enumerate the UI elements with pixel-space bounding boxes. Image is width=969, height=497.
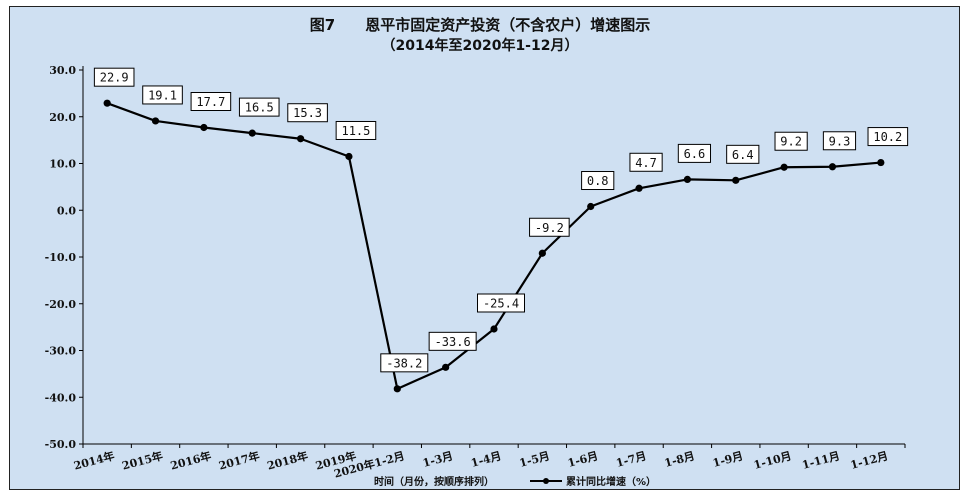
data-label-box — [142, 85, 183, 105]
data-label-box — [629, 152, 663, 172]
data-point — [200, 123, 208, 132]
data-label-box — [477, 293, 525, 313]
y-tick-label: -10.0 — [45, 251, 77, 264]
data-point — [828, 163, 837, 171]
data-point — [103, 99, 111, 107]
data-label: 17.7 — [196, 95, 225, 109]
chart-svg: 图7 恩平市固定资产投资（不含农户）增速图示 （2014年至2020年1-12月… — [45, 16, 909, 488]
data-label-box — [726, 144, 760, 164]
data-point — [296, 135, 305, 143]
data-label-box — [287, 103, 328, 123]
plot-area: 30.0 20.0 10.0 0.0 -10.0 -20.0 -30.0 -40.0 -50.0… — [45, 64, 909, 481]
data-point — [345, 152, 353, 161]
data-label: -38.2 — [386, 356, 422, 370]
y-tick-label: 30.0 — [49, 64, 76, 77]
data-label-box — [428, 331, 477, 351]
x-tick-label: 1-12月 — [849, 449, 890, 472]
chart-frame: 图7 恩平市固定资产投资（不含农户）增速图示 （2014年至2020年1-12月… — [9, 6, 960, 490]
data-label-box — [867, 127, 909, 147]
x-tick-label: 2014年 — [72, 448, 116, 472]
legend: 累计同比增速（%） — [530, 475, 656, 488]
data-point — [683, 175, 692, 183]
data-label: 10.2 — [873, 130, 902, 144]
data-label-box — [677, 143, 712, 163]
data-point — [732, 176, 740, 184]
data-label: 19.1 — [148, 88, 177, 102]
x-tick-label: 1-9月 — [711, 449, 744, 470]
series-line — [106, 102, 881, 390]
x-tick-label: 2015年 — [120, 448, 164, 472]
data-label: 9.2 — [780, 135, 802, 149]
data-label-box — [774, 131, 808, 151]
data-label-box — [238, 97, 280, 117]
data-label: 15.3 — [293, 106, 322, 120]
chart-title: 图7 恩平市固定资产投资（不含农户）增速图示 — [310, 16, 650, 34]
data-label: -9.2 — [535, 221, 564, 235]
data-label-box — [380, 353, 429, 373]
data-point — [490, 325, 498, 333]
data-label: -25.4 — [483, 296, 519, 310]
data-label-box — [93, 67, 135, 87]
data-label: 6.6 — [684, 147, 706, 161]
y-tick-label: -30.0 — [45, 345, 77, 358]
x-tick-label: 1-5月 — [518, 449, 551, 470]
data-label: 11.5 — [341, 124, 370, 138]
data-label-box — [581, 171, 615, 191]
y-tick-label: 0.0 — [57, 204, 76, 217]
data-label-box — [335, 120, 377, 140]
x-tick-label: 1-8月 — [663, 449, 696, 470]
data-label: 22.9 — [100, 71, 129, 85]
data-label-box — [190, 92, 232, 112]
x-tick-label: 1-11月 — [801, 449, 842, 472]
x-tick-label: 2018年 — [266, 448, 310, 472]
y-tick-label: 20.0 — [49, 111, 76, 124]
data-point — [538, 249, 546, 257]
data-label: 9.3 — [829, 134, 851, 148]
data-label: 6.4 — [732, 148, 754, 162]
data-label-box — [529, 217, 570, 237]
x-tick-label: 1-6月 — [566, 449, 599, 470]
data-label: 4.7 — [635, 156, 657, 170]
data-point — [780, 163, 788, 171]
y-tick-label: -40.0 — [45, 391, 77, 404]
data-point — [635, 184, 643, 192]
data-point — [877, 158, 885, 167]
x-tick-label: 1-3月 — [421, 449, 454, 470]
data-point — [442, 363, 450, 371]
chart-subtitle: （2014年至2020年1-12月） — [382, 37, 579, 54]
data-point — [393, 385, 401, 393]
y-tick-label: -50.0 — [45, 438, 77, 451]
x-tick-label: 1-10月 — [752, 449, 793, 472]
y-tick-label: -20.0 — [45, 298, 77, 311]
data-point — [248, 129, 256, 137]
data-label: 16.5 — [245, 101, 274, 115]
x-tick-label: 1-4月 — [470, 449, 503, 470]
data-label: 0.8 — [587, 174, 609, 188]
x-tick-label: 2017年 — [217, 448, 261, 472]
y-tick-label: 10.0 — [49, 158, 76, 171]
data-point — [587, 202, 595, 211]
x-tick-label: 2016年 — [169, 448, 213, 472]
x-axis-title: 时间（月份，按顺序排列） — [374, 475, 494, 488]
legend-label: 累计同比增速（%） — [566, 475, 656, 488]
legend-marker-swatch — [543, 478, 549, 484]
data-point — [151, 117, 160, 125]
data-label: -33.6 — [435, 335, 471, 349]
data-label-box — [822, 131, 857, 151]
x-tick-label: 1-7月 — [615, 449, 648, 470]
